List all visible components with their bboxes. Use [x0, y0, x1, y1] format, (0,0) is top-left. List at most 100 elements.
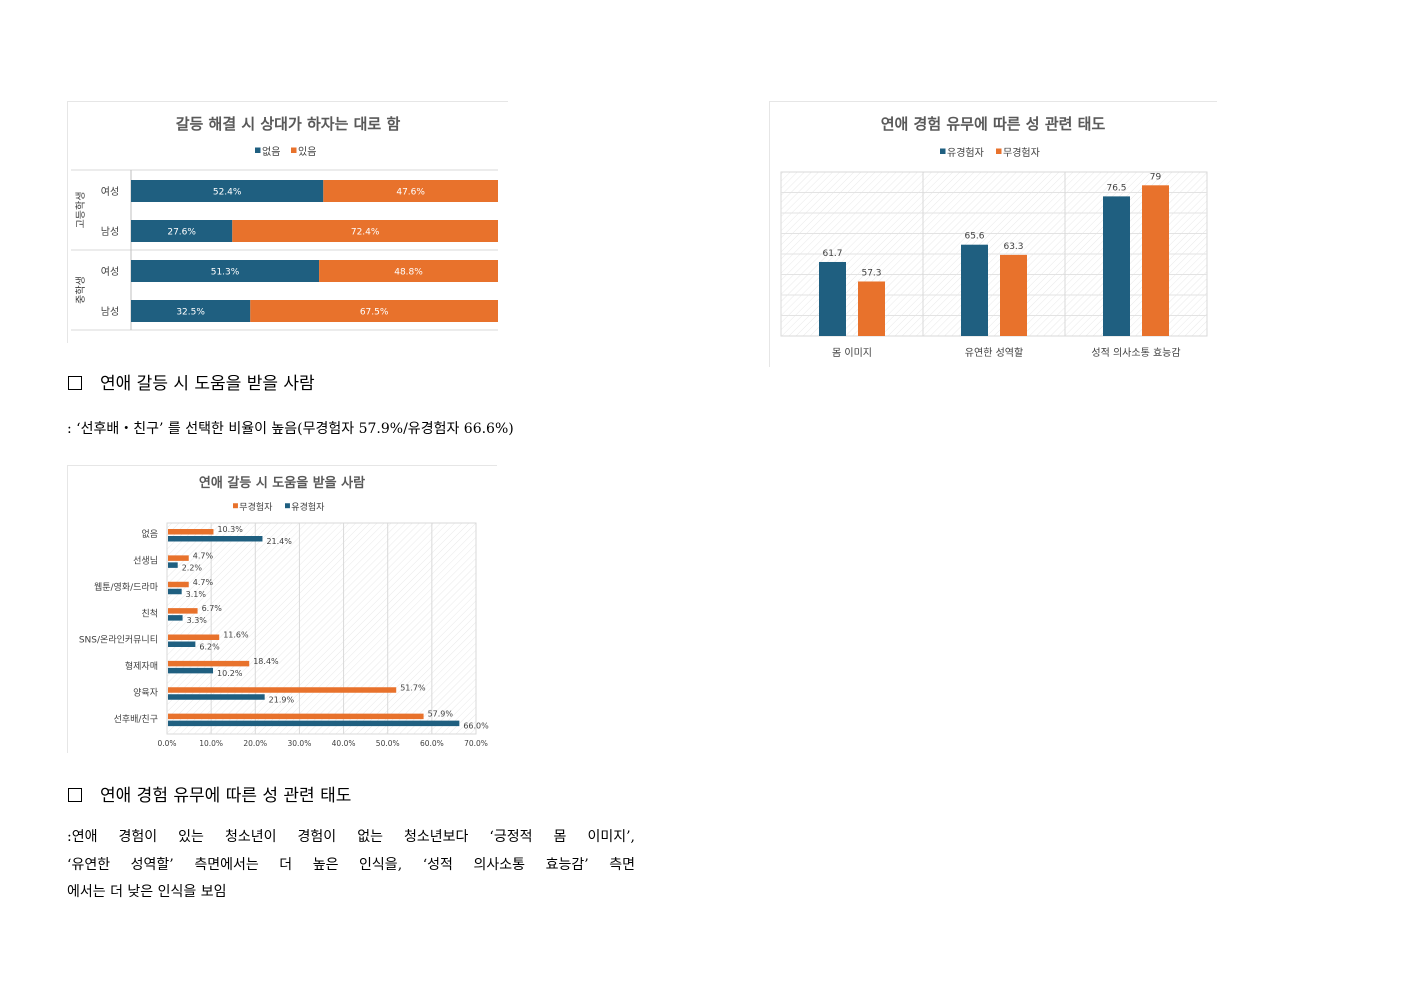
- bar-no-experience: [168, 687, 397, 693]
- bar-experience: [168, 667, 214, 674]
- bar-segment-yes: [232, 220, 499, 242]
- chart-sex-attitude: 연애 경험 유무에 따른 성 관련 태도 유경험자 무경험자 몸 이미지 61.7 57.…: [769, 101, 1217, 367]
- x-tick-label: 0.0%: [157, 739, 176, 748]
- legend-label: 무경험자: [239, 501, 273, 513]
- category-label: 친척: [141, 608, 158, 619]
- square-bullet-icon: [68, 376, 82, 390]
- category-label: 선후배/친구: [114, 714, 158, 725]
- data-label: 18.4%: [253, 657, 279, 666]
- bar-experience: [168, 720, 460, 727]
- data-label: 4.7%: [193, 578, 214, 587]
- x-tick-label: 60.0%: [420, 739, 444, 748]
- bar-no-experience: [168, 581, 189, 588]
- data-label: 67.5%: [360, 308, 389, 318]
- legend-swatch: [233, 503, 238, 509]
- section-summary-help: : ‘선후배・친구’ 를 선택한 비율이 높음(무경험자 57.9%/유경험자 …: [67, 421, 514, 437]
- section-heading-help: 연애 갈등 시 도움을 받을 사람: [68, 369, 315, 394]
- chart-title: 갈등 해결 시 상대가 하자는 대로 함: [176, 115, 401, 133]
- data-label: 63.3: [1003, 242, 1023, 252]
- legend-swatch: [255, 147, 261, 153]
- chart-title: 연애 갈등 시 도움을 받을 사람: [199, 475, 365, 491]
- data-label: 52.4%: [213, 188, 242, 198]
- category-label: 남성: [101, 226, 119, 238]
- bar-experience: [168, 615, 183, 621]
- bar-experience: [168, 694, 265, 700]
- bar-experience: [168, 588, 182, 595]
- section-heading-attitude-text: 연애 경험 유무에 따른 성 관련 태도: [100, 786, 352, 806]
- x-tick-label: 10.0%: [199, 739, 223, 748]
- paragraph-line: :연애 경험이 있는 청소년이 경험이 없는 청소년보다 ‘긍정적 몸 이미지’…: [67, 829, 635, 845]
- category-label: 여성: [101, 186, 119, 198]
- bar-segment-yes: [319, 260, 498, 282]
- group-label: 중학생: [75, 276, 87, 304]
- legend-label: 유경험자: [291, 501, 325, 513]
- data-label: 3.1%: [186, 590, 207, 599]
- legend-label: 없음: [262, 145, 280, 158]
- bar-no-experience: [168, 529, 214, 535]
- data-label: 10.2%: [217, 669, 243, 678]
- category-label: SNS/온라인커뮤니티: [79, 635, 158, 646]
- legend-label: 있음: [298, 146, 316, 158]
- bar-segment-none: [131, 220, 233, 242]
- category-label: 형제자매: [125, 661, 158, 672]
- data-label: 6.7%: [202, 604, 223, 613]
- section-paragraph-attitude: :연애 경험이 있는 청소년이 경험이 없는 청소년보다 ‘긍정적 몸 이미지’…: [67, 824, 635, 907]
- category-label: 여성: [101, 266, 119, 278]
- bar-segment-none: [131, 260, 320, 282]
- category-label: 유연한 성역할: [965, 347, 1023, 359]
- data-label: 57.9%: [428, 710, 454, 719]
- chart-frame-left: [67, 465, 68, 753]
- category-label: 성적 의사소통 효능감: [1091, 347, 1180, 359]
- data-label: 21.4%: [266, 537, 292, 546]
- bar-no-experience: [1000, 254, 1027, 336]
- bar-experience: [819, 261, 846, 336]
- legend-swatch: [291, 147, 297, 153]
- bar-segment-yes: [323, 180, 498, 202]
- bar-no-experience: [168, 713, 424, 720]
- data-label: 6.2%: [199, 643, 220, 652]
- bar-no-experience: [168, 634, 220, 640]
- data-label: 76.5: [1106, 183, 1126, 193]
- data-label: 48.8%: [394, 268, 423, 278]
- bar-segment-none: [131, 180, 324, 202]
- category-label: 웹툰/영화/드라마: [94, 582, 159, 593]
- data-label: 21.9%: [269, 695, 295, 704]
- x-tick-label: 20.0%: [243, 739, 267, 748]
- category-label: 남성: [101, 306, 119, 318]
- square-bullet-icon: [68, 788, 82, 802]
- legend-swatch: [285, 503, 290, 509]
- data-label: 4.7%: [193, 551, 214, 560]
- legend-swatch: [940, 148, 946, 154]
- chart-frame-top: [67, 101, 508, 102]
- data-label: 66.0%: [463, 722, 489, 731]
- bar-no-experience: [168, 555, 189, 561]
- bar-segment-yes: [250, 300, 498, 322]
- data-label: 32.5%: [176, 308, 205, 318]
- category-label: 몸 이미지: [832, 347, 872, 359]
- legend-swatch: [996, 148, 1002, 154]
- data-label: 57.3: [861, 268, 881, 278]
- category-label: 양육자: [133, 687, 159, 698]
- bar-segment-none: [131, 300, 251, 322]
- chart-frame-left: [67, 101, 68, 343]
- legend-label: 유경험자: [947, 146, 984, 159]
- chart-frame-top: [67, 465, 497, 466]
- data-label: 10.3%: [217, 525, 243, 534]
- plot-area: [166, 522, 477, 735]
- section-heading-attitude: 연애 경험 유무에 따른 성 관련 태도: [68, 781, 351, 806]
- x-tick-label: 40.0%: [332, 739, 356, 748]
- data-label: 61.7: [822, 249, 842, 259]
- data-label: 65.6: [964, 232, 984, 242]
- section-heading-help-text: 연애 갈등 시 도움을 받을 사람: [100, 374, 315, 394]
- chart-frame-top: [769, 101, 1217, 102]
- bar-experience: [168, 536, 263, 542]
- category-label: 선생님: [133, 556, 158, 567]
- bar-no-experience: [1142, 185, 1169, 336]
- data-label: 2.2%: [182, 563, 203, 572]
- paragraph-line: 에서는 더 낮은 인식을 보임: [67, 884, 227, 900]
- data-label: 79: [1150, 172, 1162, 182]
- data-label: 51.3%: [211, 268, 240, 278]
- group-label: 고등학생: [75, 192, 87, 229]
